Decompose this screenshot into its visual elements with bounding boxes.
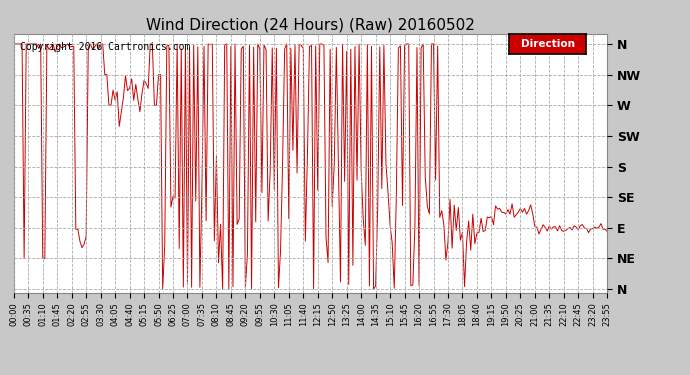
Text: Copyright 2016 Cartronics.com: Copyright 2016 Cartronics.com: [20, 42, 190, 51]
Title: Wind Direction (24 Hours) (Raw) 20160502: Wind Direction (24 Hours) (Raw) 20160502: [146, 18, 475, 33]
